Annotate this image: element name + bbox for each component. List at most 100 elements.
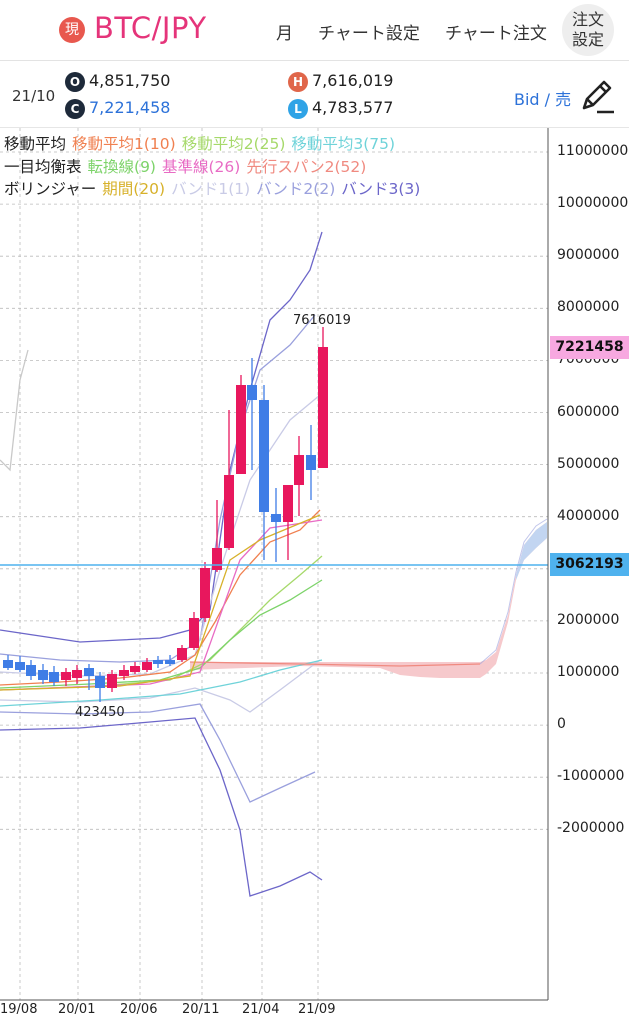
symbol-title[interactable]: BTC/JPY: [94, 11, 207, 45]
x-axis-label: 20/01: [58, 1002, 96, 1017]
high-value: 7,616,019: [312, 71, 394, 90]
cloud-blue-area: [516, 522, 547, 580]
order-settings-label-1: 注文: [571, 10, 604, 29]
y-axis-label: 10000000: [557, 195, 629, 212]
x-axis-label: 19/08: [0, 1002, 38, 1017]
ma1-line: [0, 509, 321, 686]
candle-body[interactable]: [283, 485, 293, 522]
y-axis-label: -2000000: [557, 820, 625, 837]
candle-body[interactable]: [142, 662, 152, 670]
chikou-line: [0, 349, 29, 472]
x-axis-label: 21/09: [298, 1002, 336, 1017]
legend-kikan: 期間(20): [102, 180, 166, 198]
close-value: 7,221,458: [89, 98, 171, 117]
candle-body[interactable]: [84, 668, 94, 676]
candle-body[interactable]: [294, 455, 304, 485]
candle-body[interactable]: [72, 670, 82, 678]
band2-lower: [0, 703, 316, 803]
chart-order-button[interactable]: チャート注文: [445, 24, 547, 44]
pencil-icon[interactable]: [577, 75, 617, 115]
candle-body[interactable]: [119, 670, 129, 676]
bar-date: 21/10: [12, 87, 56, 105]
hline-price-tag[interactable]: 3062193: [550, 553, 629, 576]
open-icon: O: [65, 72, 85, 92]
ohlc-info-row: 21/10 O 4,851,750 C 7,221,458 H 7,616,01…: [0, 61, 629, 128]
y-axis-label: 0: [557, 716, 566, 733]
x-axis-label: 20/11: [182, 1002, 220, 1017]
x-axis-label: 21/04: [242, 1002, 280, 1017]
y-axis-label: 5000000: [557, 455, 620, 472]
legend-ma-title: 移動平均: [4, 135, 67, 153]
candle-body[interactable]: [130, 666, 140, 672]
bid-ask-toggle[interactable]: Bid / 売: [514, 90, 572, 109]
chart-settings-button[interactable]: チャート設定: [318, 24, 420, 44]
candle-body[interactable]: [259, 400, 269, 512]
x-axis-label: 20/06: [120, 1002, 158, 1017]
ichimoku-cloud: [190, 522, 547, 678]
candle-body[interactable]: [271, 514, 281, 522]
candle-body[interactable]: [61, 672, 71, 680]
candle-body[interactable]: [153, 660, 163, 664]
legend-band2: バンド2(2): [256, 180, 336, 198]
low-annotation: 423450: [75, 705, 125, 720]
legend-span2: 先行スパン2(52): [246, 158, 367, 176]
legend-bollinger[interactable]: ボリンジャー 期間(20) バンド1(1) バンド2(2) バンド3(3): [4, 177, 426, 199]
legend-ma3: 移動平均3(75): [291, 135, 396, 153]
legend-band3: バンド3(3): [341, 180, 421, 198]
y-axis-label: 4000000: [557, 507, 620, 524]
candle-body[interactable]: [165, 660, 175, 664]
chart-grid: [0, 128, 548, 1000]
spot-badge: 現: [59, 17, 85, 43]
high-annotation: 7616019: [293, 313, 351, 328]
candle-body[interactable]: [3, 660, 13, 668]
candle-body[interactable]: [224, 475, 234, 548]
order-settings-label-2: 設定: [571, 30, 604, 49]
candle-body[interactable]: [189, 618, 199, 648]
low-value: 4,783,577: [312, 98, 394, 117]
high-icon: H: [288, 72, 308, 92]
candle-body[interactable]: [38, 670, 48, 680]
legend-tenkan: 転換線(9): [87, 158, 156, 176]
cloud-edge-line: [479, 518, 548, 665]
candle-body[interactable]: [318, 347, 328, 468]
legend-bollinger-title: ボリンジャー: [4, 180, 97, 198]
candlestick-series: [3, 327, 328, 702]
candle-body[interactable]: [49, 672, 59, 682]
band1-lower: [0, 659, 321, 713]
legend-kijun: 基準線(26): [161, 158, 241, 176]
band3-upper: [0, 231, 323, 643]
y-axis-label: 8000000: [557, 299, 620, 316]
legend-ma2: 移動平均2(25): [181, 135, 286, 153]
y-axis-label: -1000000: [557, 768, 625, 785]
legend-ichimoku-title: 一目均衡表: [4, 158, 82, 176]
ma3-line: [0, 659, 323, 707]
y-axis-label: 2000000: [557, 611, 620, 628]
y-axis-label: 11000000: [557, 143, 629, 159]
candle-body[interactable]: [107, 674, 117, 688]
legend-band1: バンド1(1): [171, 180, 251, 198]
close-icon: C: [65, 99, 85, 119]
legend-moving-average[interactable]: 移動平均 移動平均1(10) 移動平均2(25) 移動平均3(75): [4, 132, 401, 154]
legend-ichimoku[interactable]: 一目均衡表 転換線(9) 基準線(26) 先行スパン2(52): [4, 155, 372, 177]
candle-body[interactable]: [95, 676, 105, 688]
app-header: 現 BTC/JPY 月 チャート設定 チャート注文 注文 設定: [0, 0, 629, 61]
order-settings-button[interactable]: 注文 設定: [562, 4, 614, 56]
legend-ma1: 移動平均1(10): [72, 135, 176, 153]
span2-line: [189, 661, 481, 667]
period-button[interactable]: 月: [276, 24, 293, 44]
low-icon: L: [288, 99, 308, 119]
candle-body[interactable]: [15, 662, 25, 670]
candle-body[interactable]: [177, 648, 187, 660]
indicator-lines: [0, 231, 481, 897]
candle-body[interactable]: [212, 548, 222, 570]
y-axis-label: 9000000: [557, 247, 620, 264]
candle-body[interactable]: [306, 455, 316, 470]
last-price-tag: 7221458: [550, 336, 629, 359]
y-axis-label: 1000000: [557, 664, 620, 680]
candle-body[interactable]: [247, 385, 257, 400]
open-value: 4,851,750: [89, 71, 171, 90]
candle-body[interactable]: [236, 385, 246, 474]
candle-body[interactable]: [26, 665, 36, 676]
candle-body[interactable]: [200, 568, 210, 618]
